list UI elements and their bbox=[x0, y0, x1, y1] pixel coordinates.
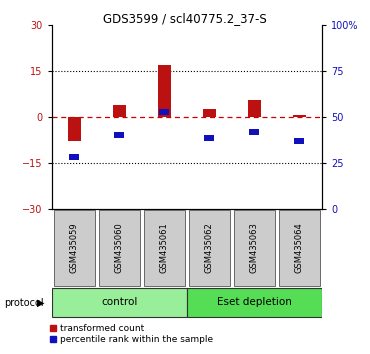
FancyBboxPatch shape bbox=[189, 210, 230, 286]
Text: GSM435063: GSM435063 bbox=[250, 222, 259, 273]
FancyBboxPatch shape bbox=[99, 210, 140, 286]
Text: GDS3599 / scl40775.2_37-S: GDS3599 / scl40775.2_37-S bbox=[103, 12, 267, 25]
FancyBboxPatch shape bbox=[187, 288, 322, 317]
Text: Eset depletion: Eset depletion bbox=[217, 297, 292, 307]
Text: ▶: ▶ bbox=[37, 298, 44, 308]
FancyBboxPatch shape bbox=[52, 288, 187, 317]
Bar bbox=[248, 100, 261, 117]
Text: protocol: protocol bbox=[4, 298, 43, 308]
Bar bbox=[158, 65, 171, 117]
Bar bbox=[159, 109, 169, 115]
Bar bbox=[203, 109, 216, 117]
Bar bbox=[69, 154, 79, 160]
FancyBboxPatch shape bbox=[279, 210, 320, 286]
FancyBboxPatch shape bbox=[144, 210, 185, 286]
Legend: transformed count, percentile rank within the sample: transformed count, percentile rank withi… bbox=[49, 323, 214, 345]
Text: GSM435061: GSM435061 bbox=[160, 222, 169, 273]
Bar bbox=[204, 135, 214, 141]
FancyBboxPatch shape bbox=[54, 210, 95, 286]
Bar bbox=[249, 129, 259, 135]
Bar bbox=[114, 132, 124, 138]
Bar bbox=[68, 117, 81, 141]
Bar bbox=[112, 104, 126, 117]
Bar bbox=[293, 115, 306, 117]
Text: GSM435059: GSM435059 bbox=[70, 222, 79, 273]
Text: GSM435064: GSM435064 bbox=[295, 222, 304, 273]
Bar bbox=[295, 138, 305, 144]
Text: GSM435062: GSM435062 bbox=[205, 222, 214, 273]
Text: control: control bbox=[101, 297, 138, 307]
Text: GSM435060: GSM435060 bbox=[115, 222, 124, 273]
FancyBboxPatch shape bbox=[234, 210, 275, 286]
